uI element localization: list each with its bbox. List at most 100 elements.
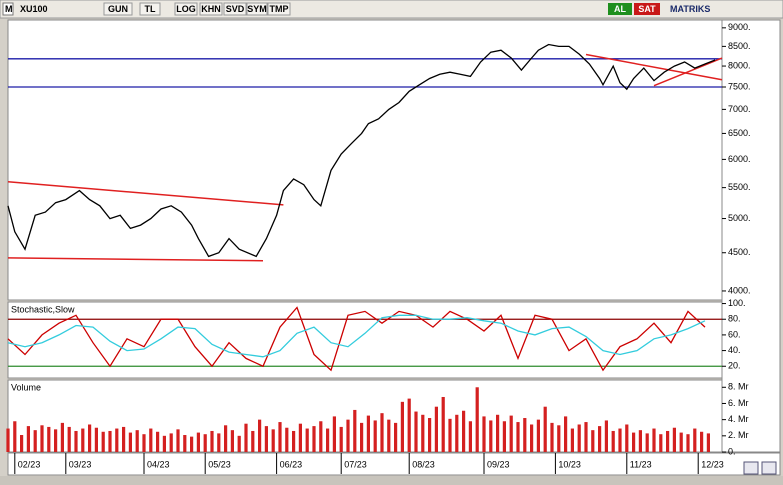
series-line <box>7 306 706 372</box>
volume-bar <box>604 420 608 452</box>
volume-bar <box>482 416 486 452</box>
volume-bar <box>54 429 58 452</box>
zoom-button[interactable] <box>743 461 759 475</box>
y-tick-label: 8. Mr <box>728 382 749 392</box>
volume-bar <box>210 430 214 452</box>
toolbar-button[interactable] <box>199 2 223 16</box>
volume-bar <box>645 433 649 452</box>
x-tick-label: 07/23 <box>344 459 367 469</box>
volume-bar <box>224 425 228 452</box>
y-tick-label: 60. <box>728 329 741 339</box>
volume-bar <box>509 415 513 452</box>
y-tick-label: 100. <box>728 298 746 308</box>
toolbar-buttons: GUN TL LOG KHN SVD SYM TMP <box>103 2 291 16</box>
toolbar-button[interactable] <box>246 2 268 16</box>
volume-bar <box>332 416 336 452</box>
volume-bar <box>591 430 595 452</box>
volume-bar <box>292 430 296 452</box>
y-tick-label: 6000. <box>728 154 751 164</box>
volume-bar <box>584 422 588 452</box>
volume-bar <box>380 413 384 452</box>
brand: MATRIKS <box>670 4 710 14</box>
toolbar-button[interactable] <box>103 2 133 16</box>
volume-bar <box>679 432 683 452</box>
x-tick-label: 03/23 <box>69 459 92 469</box>
volume-bar <box>638 430 642 452</box>
volume-bar <box>414 411 418 452</box>
volume-bar <box>557 425 561 452</box>
volume-bar <box>305 428 309 452</box>
volume-bar <box>462 410 466 452</box>
volume-bar <box>394 422 398 452</box>
toolbar-button-label: SVD <box>226 4 245 14</box>
volume-bar <box>176 429 180 452</box>
volume-bar <box>659 434 663 452</box>
sell-button[interactable] <box>634 3 660 15</box>
volume-bar <box>271 429 275 452</box>
x-tick-label: 09/23 <box>487 459 510 469</box>
volume-panel <box>7 379 723 453</box>
buy-button[interactable] <box>608 3 632 15</box>
toolbar-button-label: KHN <box>201 4 221 14</box>
volume-bar <box>598 426 602 452</box>
price-line <box>7 43 716 258</box>
toolbar-button[interactable] <box>223 2 247 16</box>
volume-bar <box>448 418 452 452</box>
volume-bar <box>142 434 146 452</box>
y-tick-label: 5500. <box>728 182 751 192</box>
y-tick-label: 6. Mr <box>728 398 749 408</box>
volume-bar <box>20 435 24 452</box>
volume-bar <box>60 422 64 452</box>
volume-bar <box>400 401 404 452</box>
volume-bar <box>230 430 234 452</box>
symbol[interactable]: XU100 <box>20 4 48 14</box>
volume-bar <box>298 423 302 452</box>
volume-bar <box>74 430 78 452</box>
volume-bar <box>183 435 187 452</box>
x-tick-label: 04/23 <box>147 459 170 469</box>
volume-bar <box>339 426 343 452</box>
volume-bar <box>700 431 704 452</box>
buy-label: AL <box>614 4 626 14</box>
volume-bar <box>530 424 534 452</box>
series-line <box>7 314 706 358</box>
trend-line <box>7 181 284 206</box>
panel-title: Volume <box>11 382 41 392</box>
toolbar-button-label: SYM <box>247 4 267 14</box>
volume-bar <box>366 415 370 452</box>
sell-label: SAT <box>638 4 656 14</box>
volume-bar <box>387 419 391 452</box>
fit-button[interactable] <box>761 461 777 475</box>
panel-title: Stochastic,Slow <box>11 304 75 314</box>
volume-bar <box>108 430 112 452</box>
volume-bar <box>468 421 472 452</box>
y-tick-label: 80. <box>728 314 741 324</box>
volume-bar <box>94 427 98 452</box>
volume-bar <box>652 428 656 452</box>
toolbar-button[interactable] <box>174 2 198 16</box>
volume-bar <box>135 430 139 452</box>
toolbar-button-label: TL <box>145 4 156 14</box>
menu-icon[interactable] <box>2 2 14 16</box>
volume-bar <box>6 428 10 452</box>
y-tick-label: 8500. <box>728 41 751 51</box>
date-axis-area <box>7 452 781 476</box>
volume-bar <box>162 435 166 452</box>
volume-bar <box>686 434 690 452</box>
x-tick-label: 08/23 <box>412 459 435 469</box>
volume-bar <box>502 421 506 452</box>
volume-bar <box>706 433 710 452</box>
volume-bar <box>666 430 670 452</box>
volume-bar <box>47 426 51 452</box>
volume-bar <box>550 422 554 452</box>
volume-bar <box>516 422 520 452</box>
volume-bar <box>40 425 44 452</box>
volume-bar <box>237 435 241 452</box>
toolbar-button-label: GUN <box>108 4 128 14</box>
volume-bar <box>618 428 622 452</box>
toolbar-button[interactable] <box>267 2 291 16</box>
volume-bar <box>13 421 17 452</box>
toolbar-button[interactable] <box>139 2 161 16</box>
menu-letter: M <box>5 4 13 14</box>
y-tick-label: 7000. <box>728 104 751 114</box>
